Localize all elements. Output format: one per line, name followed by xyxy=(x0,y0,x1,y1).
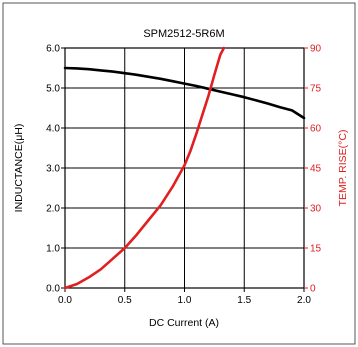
series-layer xyxy=(63,46,306,290)
chart-title: SPM2512-5R6M xyxy=(143,28,224,40)
right-tick-label: 90 xyxy=(310,44,322,55)
right-tick-label: 60 xyxy=(310,124,322,135)
right-tick-label: 75 xyxy=(310,84,322,95)
x-tick-label: 2.0 xyxy=(297,295,311,306)
left-axis-ticks: 0.0 1.0 2.0 3.0 4.0 5.0 6.0 xyxy=(46,44,65,295)
right-tick-label: 45 xyxy=(310,164,322,175)
right-tick-label: 15 xyxy=(310,244,322,255)
y-axis-label: INDUCTANCE(μH) xyxy=(13,124,25,213)
left-tick-label: 2.0 xyxy=(46,204,60,215)
right-tick-label: 30 xyxy=(310,204,322,215)
x-tick-label: 1.0 xyxy=(178,295,192,306)
right-axis-ticks: 0 15 30 45 60 75 90 xyxy=(304,44,322,295)
x-tick-label: 0.5 xyxy=(118,295,132,306)
left-tick-label: 0.0 xyxy=(46,284,60,295)
left-tick-label: 5.0 xyxy=(46,84,60,95)
left-tick-label: 3.0 xyxy=(46,164,60,175)
left-tick-label: 4.0 xyxy=(46,124,60,135)
x-tick-label: 1.5 xyxy=(237,295,251,306)
left-tick-label: 6.0 xyxy=(46,44,60,55)
temp-rise-series-line xyxy=(63,46,226,290)
x-tick-label: 0.0 xyxy=(58,295,72,306)
right-tick-label: 0 xyxy=(310,284,316,295)
left-tick-label: 1.0 xyxy=(46,244,60,255)
x-axis-label: DC Current (A) xyxy=(149,317,219,329)
inductance-series-line xyxy=(63,66,306,120)
y2-axis-label: TEMP. RISE(°C) xyxy=(337,130,349,207)
